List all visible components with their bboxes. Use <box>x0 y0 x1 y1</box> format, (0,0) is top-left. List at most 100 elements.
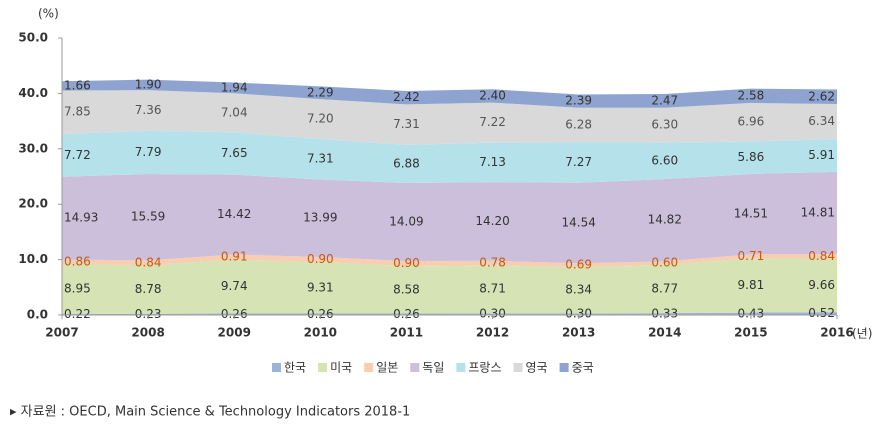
y-tick-label: 20.0 <box>18 197 48 211</box>
legend-label: 중국 <box>572 361 594 375</box>
legend-swatch <box>318 363 328 372</box>
value-label: 6.60 <box>651 153 678 167</box>
value-label: 0.22 <box>64 307 91 321</box>
value-label: 8.71 <box>479 282 506 296</box>
value-label: 2.29 <box>307 85 334 99</box>
x-tick-label: 2007 <box>45 326 78 340</box>
value-label: 0.33 <box>651 307 678 321</box>
value-label: 9.66 <box>808 278 835 292</box>
value-label: 1.90 <box>135 77 162 91</box>
legend-label: 미국 <box>330 361 352 375</box>
value-label: 0.90 <box>393 256 420 270</box>
x-tick-label: 2014 <box>648 326 681 340</box>
value-label: 5.86 <box>738 150 765 164</box>
legend-swatch <box>456 363 466 372</box>
source-note: ▸ 자료원 : OECD, Main Science & Technology … <box>10 405 410 420</box>
y-tick-label: 10.0 <box>18 252 48 266</box>
value-label: 8.58 <box>393 282 420 296</box>
value-label: 0.43 <box>738 306 765 320</box>
value-label: 0.84 <box>135 255 162 269</box>
legend-swatch <box>513 363 523 372</box>
value-label: 8.34 <box>565 283 592 297</box>
value-label: 0.30 <box>479 307 506 321</box>
value-label: 0.84 <box>808 249 835 263</box>
value-label: 7.27 <box>565 155 592 169</box>
value-label: 5.91 <box>808 148 835 162</box>
area <box>62 253 837 268</box>
area <box>62 312 837 315</box>
value-label: 14.09 <box>389 215 423 229</box>
value-label: 13.99 <box>303 211 337 225</box>
legend-label: 영국 <box>526 361 548 375</box>
value-label: 14.20 <box>475 214 509 228</box>
value-label: 6.88 <box>393 156 420 170</box>
legend-swatch <box>559 363 569 372</box>
value-label: 14.81 <box>801 205 835 219</box>
legend-label: 한국 <box>284 361 306 375</box>
value-label: 2.47 <box>651 93 678 107</box>
value-label: 0.69 <box>565 258 592 272</box>
value-label: 0.26 <box>393 307 420 321</box>
x-tick-label: 2011 <box>390 326 423 340</box>
value-label: 2.39 <box>565 94 592 108</box>
value-label: 0.90 <box>307 252 334 266</box>
value-label: 1.94 <box>221 80 248 94</box>
value-label: 0.52 <box>808 306 835 320</box>
area <box>62 171 837 264</box>
value-label: 0.78 <box>479 255 506 269</box>
value-label: 2.40 <box>479 88 506 102</box>
y-tick-label: 50.0 <box>18 31 48 45</box>
value-label: 8.95 <box>64 281 91 295</box>
y-tick-label: 30.0 <box>18 141 48 155</box>
value-label: 2.62 <box>808 89 835 103</box>
value-label: 7.72 <box>64 148 91 162</box>
value-label: 14.42 <box>217 207 251 221</box>
value-label: 0.86 <box>64 254 91 268</box>
value-label: 7.31 <box>307 152 334 166</box>
value-label: 0.91 <box>221 250 248 264</box>
y-tick-label: 40.0 <box>18 86 48 100</box>
value-label: 0.26 <box>221 307 248 321</box>
value-label: 6.28 <box>565 118 592 132</box>
value-labels: 0.22 0.23 0.26 0.26 0.26 0.30 0.30 0.33 0.43 0.52… <box>64 77 835 321</box>
value-label: 7.31 <box>393 117 420 131</box>
x-tick-label: 2015 <box>734 326 767 340</box>
areas <box>62 79 837 315</box>
value-label: 14.54 <box>561 216 595 230</box>
x-tick-label: 2010 <box>304 326 337 340</box>
value-label: 0.30 <box>565 307 592 321</box>
value-label: 14.82 <box>648 213 682 227</box>
value-label: 8.77 <box>651 281 678 295</box>
value-label: 7.79 <box>135 145 162 159</box>
value-label: 14.51 <box>734 207 768 221</box>
y-tick-label: 0.0 <box>27 308 48 322</box>
x-tick-label: 2008 <box>131 326 164 340</box>
legend-swatch <box>410 363 420 372</box>
value-label: 7.13 <box>479 155 506 169</box>
value-label: 7.36 <box>135 103 162 117</box>
value-label: 2.58 <box>738 88 765 102</box>
x-tick-label: 2012 <box>476 326 509 340</box>
value-label: 1.66 <box>64 78 91 92</box>
legend-label: 일본 <box>376 361 398 375</box>
value-label: 0.26 <box>307 307 334 321</box>
value-label: 7.20 <box>307 112 334 126</box>
value-label: 7.65 <box>221 146 248 160</box>
value-label: 7.04 <box>221 105 248 119</box>
value-label: 6.30 <box>651 118 678 132</box>
area <box>62 90 837 145</box>
value-label: 6.34 <box>808 114 835 128</box>
x-tick-label: 2013 <box>562 326 595 340</box>
area <box>62 79 837 108</box>
value-label: 9.81 <box>738 278 765 292</box>
value-label: 6.96 <box>738 115 765 129</box>
value-label: 0.71 <box>738 249 765 263</box>
value-label: 0.23 <box>135 307 162 321</box>
value-label: 14.93 <box>64 211 98 225</box>
value-label: 2.42 <box>393 90 420 104</box>
legend-label: 프랑스 <box>468 361 501 375</box>
legend-label: 독일 <box>422 361 444 375</box>
x-tick-label: 2009 <box>218 326 251 340</box>
value-label: 0.60 <box>651 255 678 269</box>
